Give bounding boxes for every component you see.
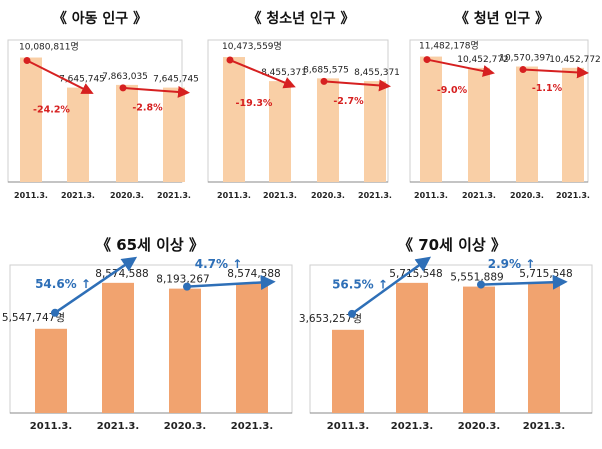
change-arrow-start — [23, 57, 31, 65]
bar — [516, 66, 538, 182]
bar — [35, 328, 67, 413]
x-tick-label: 2020.3. — [311, 191, 345, 200]
bar — [396, 282, 428, 413]
chart-panel-age-65-plus: 《 65세 이상 》 2011.3. 2021.3. 2020.3. 2021.3. 5… — [0, 228, 300, 449]
x-tick-label: 2021.3. — [556, 191, 590, 200]
x-tick-label: 2021.3. — [358, 191, 392, 200]
bar — [169, 288, 201, 413]
bar — [269, 81, 291, 182]
value-label: 3,653,257명 — [299, 313, 362, 325]
change-percent-label: -19.3% — [236, 98, 273, 109]
x-tick-label: 2021.3. — [391, 421, 433, 432]
change-arrow — [122, 85, 190, 98]
change-arrow — [26, 59, 94, 94]
bar — [528, 282, 560, 413]
change-arrow-start — [477, 280, 485, 289]
bar — [20, 57, 42, 183]
x-tick-label: 2011.3. — [14, 191, 48, 200]
bar-chart-youth-population: 2011.3. 2021.3. 2020.3. 2021.3. 10,473,559명 8… — [207, 39, 400, 200]
x-tick-label: 2021.3. — [523, 421, 565, 432]
x-tick-label: 2021.3. — [231, 421, 273, 432]
chart-panel-child-population: 《 아동 인구 》 2011.3. 2021.3. 2020.3. 2021.3. 10… — [0, 0, 200, 215]
change-arrow — [54, 256, 138, 314]
change-percent-label: 56.5% ↑ — [332, 277, 388, 291]
x-tick-label: 2021.3. — [97, 421, 139, 432]
x-tick-label: 2020.3. — [164, 421, 206, 432]
x-tick-label: 2021.3. — [157, 191, 191, 200]
chart-title: 《 아동 인구 》 — [52, 11, 148, 27]
value-label: 8,685,575 — [303, 65, 349, 75]
bar — [102, 282, 134, 413]
value-label: 8,574,588 — [95, 268, 148, 280]
chart-title: 《 청년 인구 》 — [454, 11, 550, 27]
change-arrow — [426, 58, 495, 77]
bar — [332, 329, 364, 413]
value-label: 10,080,811명 — [19, 42, 79, 53]
change-arrow — [229, 59, 296, 89]
bar — [317, 78, 339, 182]
value-label: 8,455,371 — [354, 68, 400, 78]
bar-chart-age-70-plus: 2011.3. 2021.3. 2020.3. 2021.3. 3,653,257명 5,… — [299, 256, 593, 432]
value-label: 11,482,178명 — [419, 41, 479, 52]
change-percent-label: -9.0% — [437, 85, 468, 96]
x-tick-label: 2011.3. — [327, 421, 369, 432]
value-label: 5,551,889 — [450, 272, 503, 284]
chart-title: 《 65세 이상 》 — [96, 236, 204, 254]
value-label: 10,473,559명 — [222, 41, 282, 52]
x-tick-label: 2011.3. — [217, 191, 251, 200]
change-percent-label: -2.7% — [333, 96, 364, 107]
chart-panel-age-70-plus: 《 70세 이상 》 2011.3. 2021.3. 2020.3. 2021.3. 3… — [299, 228, 602, 449]
x-tick-label: 2021.3. — [61, 191, 95, 200]
value-label: 7,645,745 — [153, 75, 199, 85]
chart-title: 《 70세 이상 》 — [398, 236, 506, 254]
change-percent-label: -24.2% — [33, 105, 70, 116]
bar — [463, 286, 495, 413]
x-tick-label: 2020.3. — [458, 421, 500, 432]
bar — [163, 87, 185, 182]
change-arrow — [522, 66, 589, 79]
value-label: 8,193,267 — [156, 274, 209, 286]
chart-panel-young-adult-population: 《 청년 인구 》 2011.3. 2021.3. 2020.3. 2021.3. 11… — [402, 0, 602, 215]
bar-chart-age-65-plus: 2011.3. 2021.3. 2020.3. 2021.3. 5,547,747명 8,… — [2, 256, 293, 432]
bar — [236, 282, 268, 413]
change-percent-label: 2.9% ↑ — [488, 257, 536, 271]
change-percent-label: -1.1% — [532, 83, 563, 94]
bar — [364, 81, 386, 182]
x-tick-label: 2020.3. — [510, 191, 544, 200]
x-tick-label: 2011.3. — [30, 421, 72, 432]
chart-title: 《 청소년 인구 》 — [247, 11, 355, 27]
value-label: 10,452,772 — [457, 55, 509, 65]
x-tick-label: 2020.3. — [110, 191, 144, 200]
change-arrow — [323, 79, 391, 92]
bar — [562, 67, 584, 182]
bar-chart-young-adult-population: 2011.3. 2021.3. 2020.3. 2021.3. 11,482,178명 1… — [409, 39, 601, 200]
change-percent-label: 4.7% ↑ — [195, 257, 243, 271]
chart-panel-youth-population: 《 청소년 인구 》 2011.3. 2021.3. 2020.3. 2021.3. 1… — [200, 0, 402, 215]
x-tick-label: 2021.3. — [462, 191, 496, 200]
change-arrow — [351, 256, 432, 315]
bar-chart-child-population: 2011.3. 2021.3. 2020.3. 2021.3. 10,080,811명 7… — [7, 39, 199, 200]
value-label: 7,863,035 — [102, 72, 148, 82]
bar — [116, 84, 138, 182]
bar — [67, 87, 89, 182]
change-arrow — [186, 274, 276, 290]
x-tick-label: 2011.3. — [414, 191, 448, 200]
bar — [223, 57, 245, 183]
value-label: 8,455,371 — [261, 68, 307, 78]
change-percent-label: 54.6% ↑ — [35, 277, 91, 291]
bar — [420, 56, 442, 182]
change-arrow — [480, 274, 568, 290]
value-label: 5,547,747명 — [2, 312, 65, 324]
value-label: 5,715,548 — [389, 268, 442, 280]
value-label: 10,452,772 — [549, 55, 601, 65]
change-percent-label: -2.8% — [132, 103, 163, 114]
bar — [468, 67, 490, 182]
x-tick-label: 2021.3. — [263, 191, 297, 200]
value-label: 7,645,745 — [59, 75, 105, 85]
value-label: 10,570,397 — [499, 54, 551, 64]
